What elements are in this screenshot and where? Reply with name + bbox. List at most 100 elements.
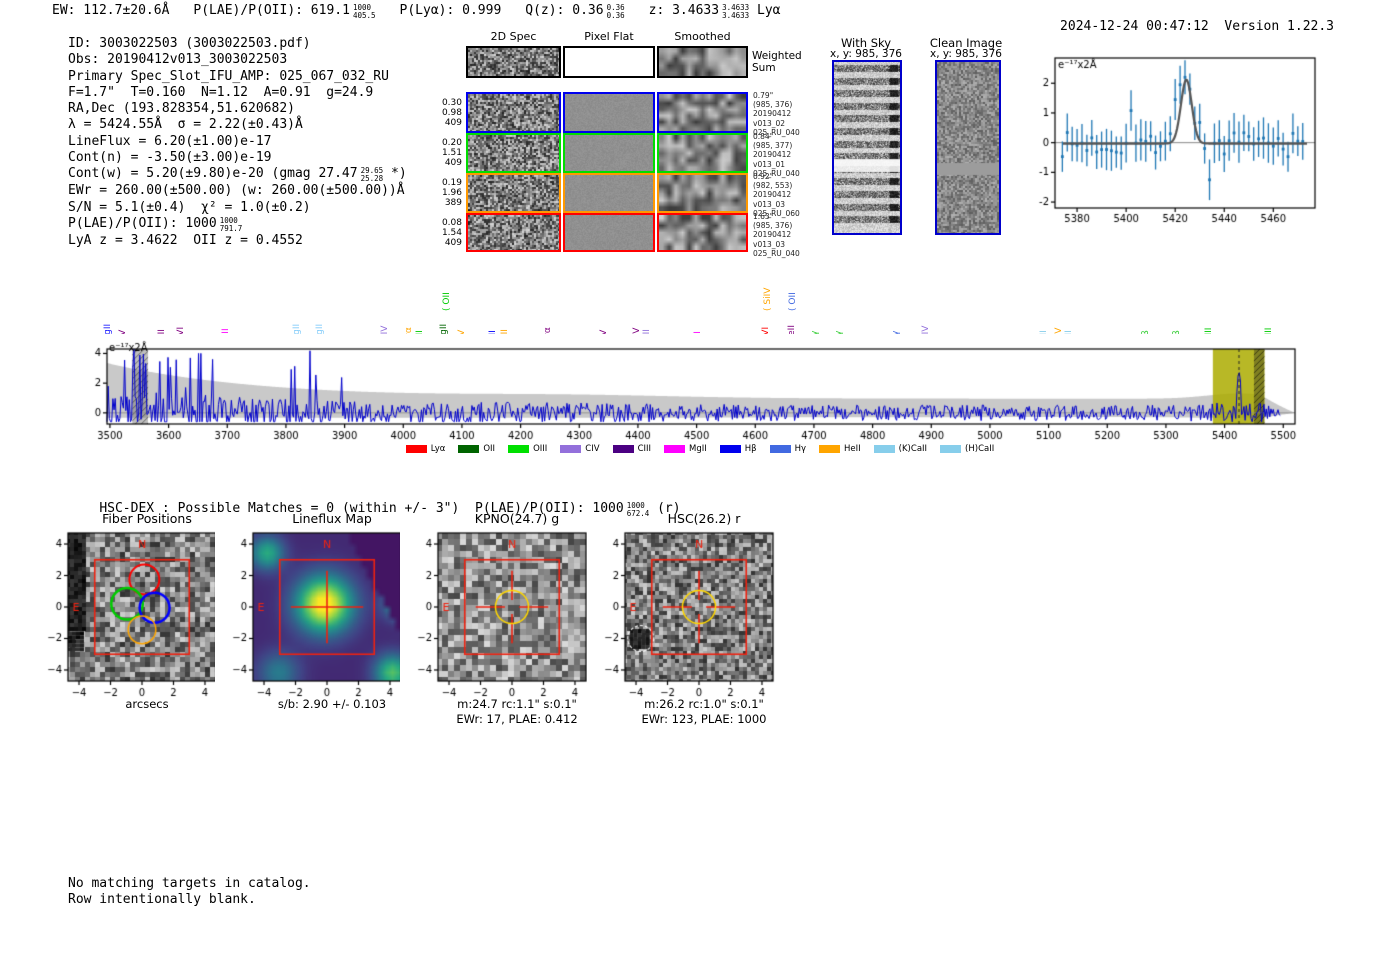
- info-line-radec: RA,Dec (193.828354,51.620682): [68, 101, 295, 117]
- cutout-row3-weights: 0.19 1.96 389: [441, 178, 462, 208]
- timestamp: 2024-12-24 00:47:12: [1060, 19, 1209, 35]
- col-header-pixelflat: Pixel Flat: [584, 30, 634, 43]
- cutout-2dspec-row3: [466, 173, 561, 213]
- legend-swatch: [873, 445, 895, 453]
- panel-caption-kpno-ewr: EWr: 17, PLAE: 0.412: [456, 712, 578, 726]
- legend-item-(H)CaII: (H)CaII: [940, 444, 994, 454]
- legend-label: OIII: [533, 444, 548, 454]
- legend-label: Hγ: [794, 444, 807, 454]
- legend-label: MgII: [689, 444, 707, 454]
- panel-title-lineflux-map: Lineflux Map: [292, 511, 372, 526]
- clean-image-title: Clean Image: [929, 36, 1003, 50]
- cutout-row2-annotation: 0.84" (985, 377) 20190412 v013_01 025_RU_040: [753, 132, 800, 178]
- legend-swatch: [405, 445, 427, 453]
- lineflux-map-plot: [215, 527, 425, 699]
- info-line-plae: P(LAE)/P(OII): 1000 1000 791.7: [68, 215, 243, 233]
- legend-swatch: [560, 445, 582, 453]
- cutout-row2-weights: 0.20 1.51 409: [441, 138, 462, 168]
- cutout-2dspec-row2: [466, 133, 561, 173]
- panel-title-hsc: HSC(26.2) r: [667, 511, 741, 526]
- cutout-row4-annotation: 1.63" (985, 376) 20190412 v013_03 025_RU_040: [753, 212, 800, 258]
- info-line-id: ID: 3003022503 (3003022503.pdf): [68, 36, 311, 51]
- spectrum-legend: Lyα OII OIII CIV CIII MgII Hβ Hγ HeII (K)CaII (H)C…: [80, 444, 1320, 454]
- info-line-seeing: F=1.7" T=0.160 N=1.12 A=0.91 g=24.9: [68, 84, 374, 100]
- hsc-dex-line: HSC-DEX : Possible Matches = 0 (within +…: [99, 501, 681, 519]
- legend-item-Lyα: Lyα: [405, 444, 446, 454]
- panel-caption-hsc-ewr: EWr: 123, PLAE: 1000: [641, 712, 767, 726]
- legend-item-OIII: OIII: [508, 444, 547, 454]
- header-plae: P(LAE)/P(OII): 619.1 1000 405.5: [193, 3, 376, 20]
- detection-info-block: ID: 3003022503 (3003022503.pdf) Obs: 201…: [68, 36, 407, 249]
- footer-blank-row: Row intentionally blank.: [68, 892, 256, 907]
- legend-label: Lyα: [430, 444, 446, 454]
- cutout-pixelflat-row4: [563, 213, 655, 252]
- cutout-row3-annotation: 0.92" (982, 553) 20190412 v013_03 025_RU_060: [753, 172, 800, 218]
- info-line-ewr: EWr = 260.00(±500.00) (w: 260.00(±500.00…: [68, 183, 405, 199]
- cutout-smoothed-row2: [657, 133, 748, 173]
- legend-swatch: [664, 445, 686, 453]
- cutout-pixelflat-row3: [563, 173, 655, 213]
- info-line-z: LyA z = 3.4622 OII z = 0.4552: [68, 232, 303, 248]
- legend-label: Hβ: [744, 444, 757, 454]
- legend-label: HeII: [844, 444, 861, 454]
- cutout-pixelflat-row2: [563, 133, 655, 173]
- info-line-obs: Obs: 20190412v013_3003022503: [68, 52, 288, 68]
- footer-no-match: No matching targets in catalog.: [68, 876, 311, 891]
- legend-label: CIV: [585, 444, 600, 454]
- header-plya: P(Lyα): 0.999: [399, 3, 502, 18]
- panel-title-fiber-positions: Fiber Positions: [102, 511, 192, 526]
- header-metrics: EW: 112.7±20.6Å P(LAE)/P(OII): 619.1 1000…: [52, 3, 780, 20]
- legend-swatch: [458, 445, 480, 453]
- col-header-smoothed: Smoothed: [674, 30, 731, 43]
- legend-swatch: [819, 445, 841, 453]
- legend-label: (H)CaII: [965, 444, 995, 454]
- kpno-g-cutout: [400, 527, 610, 699]
- legend-item-CIV: CIV: [560, 444, 600, 454]
- legend-item-HeII: HeII: [819, 444, 861, 454]
- clean-image-xy: x, y: 985, 376: [930, 48, 1002, 60]
- weighted-sum-label: Weighted Sum: [752, 50, 802, 74]
- cutout-smoothed-row0: [657, 46, 748, 78]
- info-line-sn: S/N = 5.1(±0.4) χ² = 1.0(±0.2): [68, 199, 311, 215]
- hsc-r-cutout: [587, 527, 797, 699]
- cutout-2dspec-row4: [466, 213, 561, 252]
- legend-item-OII: OII: [458, 444, 495, 454]
- legend-label: (K)CaII: [898, 444, 928, 454]
- cutout-row1-annotation: 0.79" (985, 376) 20190412 v013_02 025_RU_040: [753, 91, 800, 137]
- legend-swatch: [719, 445, 741, 453]
- col-header-2dspec: 2D Spec: [490, 30, 537, 43]
- legend-item-(K)CaII: (K)CaII: [873, 444, 928, 454]
- panel-caption-hsc-m: m:26.2 rc:1.0" s:0.1": [644, 697, 764, 711]
- info-line-lineflux: LineFlux = 6.20(±1.00)e-17: [68, 133, 272, 149]
- version-label: Version 1.22.3: [1224, 19, 1334, 35]
- legend-item-MgII: MgII: [664, 444, 707, 454]
- with-sky-image: [832, 60, 902, 235]
- info-line-contn: Cont(n) = -3.50(±3.00)e-19: [68, 150, 272, 166]
- legend-item-Hβ: Hβ: [719, 444, 757, 454]
- legend-swatch: [940, 445, 962, 453]
- panel-caption-sb: s/b: 2.90 +/- 0.103: [277, 697, 387, 711]
- cutout-row1-weights: 0.30 0.98 409: [441, 97, 462, 128]
- header-z: z: 3.4633 3.4633 3.4633 Lyα: [648, 3, 781, 20]
- info-line-ifu: Primary Spec_Slot_IFU_AMP: 025_067_032_R…: [68, 68, 389, 84]
- header-timestamp-version: 2024-12-24 00:47:12 Version 1.22.3: [1029, 3, 1334, 52]
- header-ew: EW: 112.7±20.6Å: [52, 3, 170, 18]
- legend-swatch: [508, 445, 530, 453]
- full-spectrum-plot: [80, 334, 1320, 456]
- cutout-pixelflat-row0: [563, 46, 655, 78]
- legend-label: OII: [483, 444, 496, 454]
- cutout-pixelflat-row1: [563, 92, 655, 133]
- info-line-lambda: λ = 5424.55Å σ = 2.22(±0.43)Å: [68, 117, 303, 133]
- panel-title-kpno: KPNO(24.7) g: [474, 511, 560, 526]
- cutout-smoothed-row3: [657, 173, 748, 213]
- header-qz: Q(z): 0.36 0.36 0.36: [525, 3, 625, 20]
- panel-caption-arcsecs: arcsecs: [125, 697, 169, 711]
- clean-image: [935, 60, 1001, 235]
- legend-swatch: [612, 445, 634, 453]
- legend-item-CIII: CIII: [612, 444, 651, 454]
- panel-caption-kpno-m: m:24.7 rc:1.1" s:0.1": [457, 697, 577, 711]
- line-fit-plot: [1025, 45, 1337, 237]
- fiber-positions-plot: [30, 527, 240, 699]
- cutout-row4-weights: 0.08 1.54 409: [441, 217, 462, 248]
